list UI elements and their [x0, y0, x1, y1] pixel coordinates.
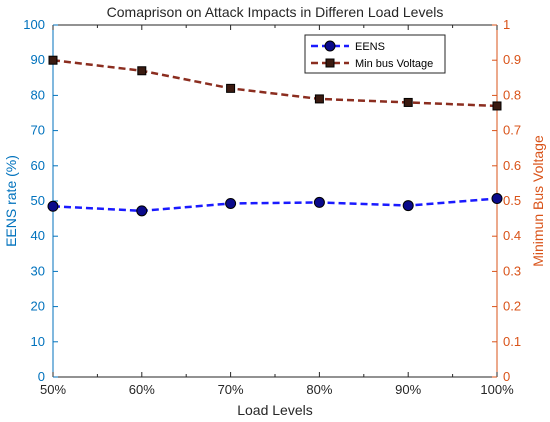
series-point-0: [313, 196, 325, 208]
series-point-1: [403, 97, 413, 107]
y-left-tick-label: 10: [31, 334, 45, 349]
legend-marker-1: [325, 58, 335, 68]
x-tick-label: 50%: [40, 382, 66, 397]
y-right-tick-label: 0.1: [503, 334, 521, 349]
legend: EENS Min bus Voltage: [304, 34, 446, 74]
y-right-tick-label: 0.7: [503, 123, 521, 138]
series-point-1: [137, 66, 147, 76]
series-line-1: [52, 58, 498, 108]
y-left-tick-label: 0: [38, 369, 45, 384]
x-tick-label: 80%: [306, 382, 332, 397]
y-right-tick-label: 0.9: [503, 52, 521, 67]
series-point-0: [225, 197, 237, 209]
y-axis-left-label: EENS rate (%): [3, 155, 19, 247]
y-left-tick-label: 90: [31, 52, 45, 67]
y-axis-right-label: Minimun Bus Voltage: [530, 135, 546, 267]
y-right-tick-label: 0.6: [503, 158, 521, 173]
series-point-1: [226, 83, 236, 93]
y-left-tick-label: 20: [31, 299, 45, 314]
y-left-tick-label: 100: [23, 17, 45, 32]
x-axis-label: Load Levels: [237, 402, 313, 418]
y-right-tick-label: 1: [503, 17, 510, 32]
plot-area: 50% 60% 70% 80% 90% 100%010203040506070809010…: [23, 17, 521, 397]
series-point-0: [402, 200, 414, 212]
y-left-tick-label: 50: [31, 193, 45, 208]
series-point-1: [48, 55, 58, 65]
series-point-1: [492, 101, 502, 111]
y-right-tick-label: 0: [503, 369, 510, 384]
x-tick-label: 70%: [218, 382, 244, 397]
chart-title: Comaprison on Attack Impacts in Differen…: [107, 4, 444, 20]
y-right-tick-label: 0.5: [503, 193, 521, 208]
y-right-tick-label: 0.4: [503, 228, 521, 243]
y-left-tick-label: 30: [31, 263, 45, 278]
series-point-0: [136, 205, 148, 217]
y-left-tick-label: 40: [31, 228, 45, 243]
y-right-tick-label: 0.2: [503, 299, 521, 314]
y-right-tick-label: 0.8: [503, 87, 521, 102]
series-line-0: [52, 197, 498, 213]
x-tick-label: 60%: [129, 382, 155, 397]
legend-label-1: Min bus Voltage: [355, 58, 433, 70]
series-point-0: [491, 193, 503, 205]
series-point-0: [47, 200, 59, 212]
y-left-tick-label: 70: [31, 123, 45, 138]
y-right-tick-label: 0.3: [503, 263, 521, 278]
legend-label-0: EENS: [355, 41, 385, 53]
x-tick-label: 100%: [480, 382, 514, 397]
x-tick-label: 90%: [395, 382, 421, 397]
legend-marker-0: [324, 40, 336, 52]
series-point-1: [314, 94, 324, 104]
y-left-tick-label: 80: [31, 87, 45, 102]
y-left-tick-label: 60: [31, 158, 45, 173]
